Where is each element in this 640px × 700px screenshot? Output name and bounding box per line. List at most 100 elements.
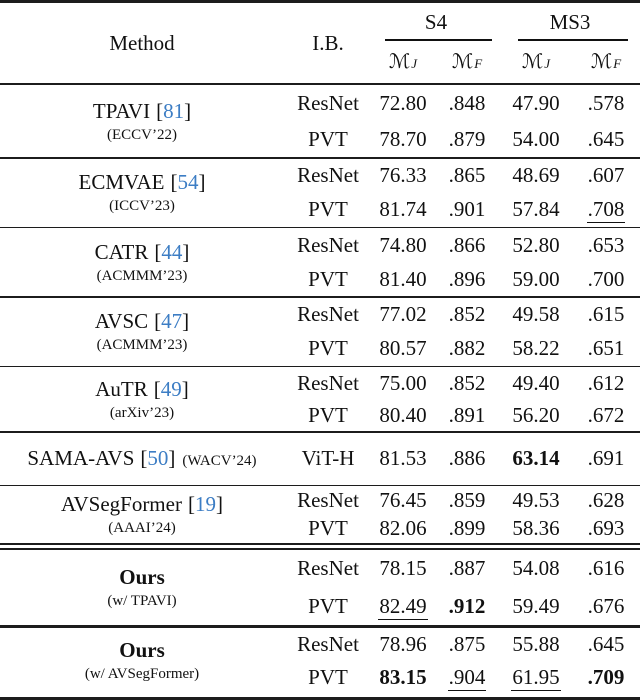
section-ours-w-tpavi: Ours (w/ TPAVI) ResNet 78.15 .887 54.08 .616 PV… (0, 550, 640, 625)
metric-value: .904 (434, 664, 500, 691)
data-rows: ResNet 76.45 .859 49.53 .628 PVT 82.06 .899 58.3… (284, 486, 640, 543)
value-text: .848 (448, 90, 486, 115)
value-text: 57.84 (512, 197, 560, 221)
metric-value: .891 (434, 403, 500, 428)
value-text: 49.40 (512, 370, 560, 395)
citation: [19] (188, 492, 223, 517)
metric-value: 49.53 (500, 488, 572, 513)
bracket-close: ] (182, 239, 190, 264)
metric-value: 63.14 (500, 446, 572, 471)
metric-value: .709 (572, 665, 640, 690)
backbone-label: PVT (308, 126, 348, 151)
metric-value: 48.69 (500, 163, 572, 188)
value-text: 80.40 (379, 402, 427, 427)
citation-link[interactable]: 44 (161, 239, 183, 264)
bracket-close: ] (198, 170, 206, 194)
method-cell: AVSC [47] (ACMMM’23) (0, 298, 284, 366)
value-text: 54.00 (512, 126, 560, 151)
value-text: 81.40 (379, 266, 427, 291)
bracket-open: [ (140, 446, 148, 470)
value-text: .852 (448, 370, 486, 395)
metric-value: 61.95 (500, 664, 572, 691)
bracket-open: [ (154, 309, 162, 333)
citation-link[interactable]: 81 (163, 98, 185, 123)
value-text: .879 (448, 126, 486, 151)
method-cell: CATR [44] (ACMMM’23) (0, 228, 284, 296)
citation-link[interactable]: 54 (177, 170, 199, 194)
section-sama-avs-wacv-24: SAMA-AVS [50] (WACV’24) ViT-H 81.53 .886 63.14… (0, 433, 640, 485)
value-text: 58.22 (512, 336, 560, 360)
citation-link[interactable]: 47 (161, 309, 183, 333)
metric-value: .882 (434, 336, 500, 361)
header-method: Method (109, 30, 175, 55)
section-ours-w-avsegformer: Ours (w/ AVSegFormer) ResNet 78.96 .875 55.88… (0, 628, 640, 694)
value-text: 76.45 (379, 487, 427, 512)
method-name: Ours (119, 565, 165, 589)
backbone-label: ResNet (297, 232, 359, 257)
metric-value: 78.96 (372, 632, 434, 657)
metric-value: 54.08 (500, 556, 572, 581)
value-text: .859 (448, 487, 486, 512)
metric-value: .691 (572, 446, 640, 471)
citation-link[interactable]: 19 (194, 492, 216, 516)
data-rows: ViT-H 81.53 .886 63.14 .691 (284, 433, 640, 485)
table-row: PVT 83.15 .904 61.95 .709 (284, 661, 640, 694)
top-rule (0, 0, 640, 3)
bracket-close: ] (168, 446, 176, 470)
backbone-label: ResNet (297, 163, 359, 187)
backbone-label: PVT (308, 197, 348, 221)
method-name: AVSC (94, 309, 149, 333)
method-name: AuTR (95, 376, 148, 401)
method-name: ECMVAE (78, 170, 165, 194)
method-cell: AVSegFormer [19] (AAAI’24) (0, 486, 284, 543)
citation-link[interactable]: 49 (160, 376, 182, 401)
table-row: ResNet 72.80 .848 47.90 .578 (284, 85, 640, 121)
table-body: TPAVI [81] (ECCV’22) ResNet 72.80.848 47.90.5… (0, 85, 640, 697)
data-rows: ResNet 72.80 .848 47.90 .578 PVT 78.70 .879 54.0… (284, 85, 640, 157)
method-line: ECMVAE [54] (79, 170, 206, 195)
metric-value: .708 (572, 197, 640, 223)
value-text: 52.80 (512, 232, 560, 257)
value-text: .693 (587, 516, 625, 541)
metric-value: .578 (572, 91, 640, 116)
metric-value: 81.40 (372, 267, 434, 292)
metric-value: .651 (572, 336, 640, 361)
value-text: .628 (587, 487, 625, 512)
method-cell: TPAVI [81] (ECCV’22) (0, 85, 284, 157)
method-line: CATR [44] (95, 240, 190, 265)
table-row: PVT 78.70 .879 54.00 .645 (284, 121, 640, 157)
bracket-open: [ (187, 492, 195, 516)
metric-value: .653 (572, 233, 640, 258)
citation: [54] (170, 170, 205, 195)
backbone-label: PVT (308, 336, 348, 360)
metric-value: .676 (572, 594, 640, 619)
s4-label: S4 (424, 10, 448, 34)
citation-link[interactable]: 50 (147, 446, 169, 470)
metric-value: 52.80 (500, 233, 572, 258)
metric-value: .645 (572, 632, 640, 657)
section-rule (0, 226, 640, 228)
value-text: .645 (587, 631, 625, 656)
metric-value: 49.58 (500, 302, 572, 327)
metric-value: .852 (434, 371, 500, 396)
value-text: 74.80 (379, 232, 427, 257)
value-text: 55.88 (512, 631, 560, 656)
method-name: AVSegFormer (61, 492, 182, 516)
ms3-underline-rule (518, 39, 628, 41)
value-text: .887 (448, 556, 486, 581)
bracket-open: [ (170, 170, 178, 194)
double-rule (0, 543, 640, 550)
backbone-label: ResNet (297, 302, 359, 326)
method-cell: AuTR [49] (arXiv’23) (0, 367, 284, 431)
method-line: AVSegFormer [19] (61, 492, 223, 517)
method-line: SAMA-AVS [50] (WACV’24) (27, 446, 256, 471)
section-ecmvae-iccv-23: ECMVAE [54] (ICCV’23) ResNet 76.33 .865 48.69.… (0, 159, 640, 227)
metric-value: 55.88 (500, 632, 572, 657)
metric-value: 54.00 (500, 127, 572, 152)
metric-value: .612 (572, 371, 640, 396)
